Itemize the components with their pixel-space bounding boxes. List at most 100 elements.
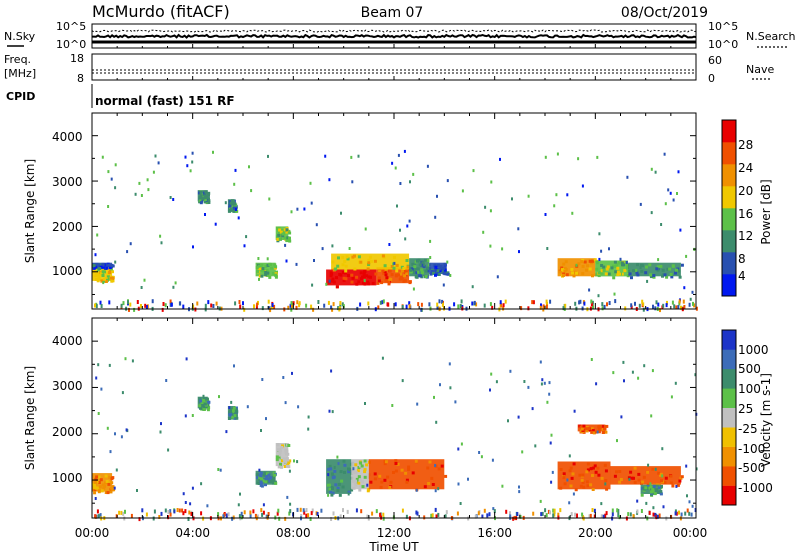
power-near-range: [382, 299, 385, 304]
velocity-near-range: [243, 510, 246, 515]
velocity-speckle: [400, 468, 404, 472]
velocity-speckle: [229, 409, 232, 413]
velocity-speckle: [104, 491, 108, 494]
velocity-speckle: [579, 484, 583, 488]
velocity-scatter: [509, 369, 512, 373]
power-speckle: [446, 272, 450, 276]
power-near-range: [267, 299, 270, 304]
power-speckle: [426, 266, 429, 270]
velocity-near-range: [222, 514, 225, 519]
power-cbar-tick-16: 16: [738, 207, 753, 221]
velocity-speckle: [584, 427, 588, 431]
velocity-speckle: [680, 475, 684, 479]
velocity-speckle: [678, 479, 682, 483]
velocity-near-range: [675, 511, 678, 516]
power-speckle: [636, 273, 640, 277]
velocity-speckle: [285, 457, 289, 461]
power-speckle: [655, 267, 659, 271]
power-speckle: [434, 268, 438, 271]
velocity-speckle: [644, 486, 648, 490]
velocity-speckle: [367, 475, 370, 479]
velocity-scatter: [604, 482, 607, 486]
power-speckle: [645, 265, 648, 269]
power-speckle: [632, 269, 636, 273]
power-speckle: [405, 259, 409, 262]
velocity-near-range: [260, 508, 263, 513]
velocity-cbar-tick-m500: -500: [738, 461, 765, 475]
power-speckle: [286, 236, 290, 240]
velocity-near-range: [278, 516, 281, 521]
power-near-range: [579, 299, 582, 304]
velocity-near-range: [690, 512, 693, 517]
power-speckle: [560, 266, 564, 270]
power-speckle: [378, 269, 382, 272]
power-speckle: [383, 270, 387, 273]
velocity-scatter: [336, 455, 339, 459]
velocity-near-range: [549, 510, 551, 515]
power-near-range: [339, 303, 342, 308]
power-speckle: [411, 262, 415, 266]
power-near-range: [657, 302, 660, 307]
velocity-scatter: [643, 364, 646, 368]
power-speckle: [605, 267, 609, 271]
power-speckle: [105, 266, 109, 270]
power-scatter: [577, 157, 580, 161]
velocity-near-range: [512, 516, 515, 521]
velocity-near-range: [547, 509, 550, 514]
velocity-near-range: [188, 510, 191, 515]
power-scatter: [408, 219, 411, 223]
velocity-speckle: [431, 483, 435, 486]
velocity-near-range: [164, 508, 167, 513]
velocity-speckle: [383, 478, 387, 482]
power-speckle: [268, 262, 272, 266]
power-speckle: [383, 264, 387, 268]
time-axis: 00:00 04:00 08:00 12:00 16:00 20:00 00:0…: [75, 526, 708, 554]
velocity-speckle: [411, 471, 415, 475]
velocity-near-range: [591, 508, 594, 512]
power-speckle: [94, 278, 98, 281]
velocity-speckle: [353, 481, 357, 485]
power-speckle: [374, 272, 378, 276]
velocity-near-range: [190, 512, 193, 516]
velocity-near-range: [316, 512, 319, 516]
velocity-speckle: [234, 406, 238, 410]
velocity-speckle: [269, 476, 273, 480]
freq-label-1: Freq.: [4, 53, 31, 66]
velocity-scatter: [391, 404, 394, 407]
power-near-range: [659, 308, 661, 313]
power-speckle: [228, 209, 232, 213]
power-near-range: [531, 300, 534, 305]
power-near-range: [108, 300, 111, 305]
velocity-scatter: [131, 359, 134, 363]
velocity-speckle: [336, 486, 340, 490]
power-scatter: [608, 247, 610, 251]
power-scatter: [138, 181, 141, 185]
velocity-speckle: [427, 482, 431, 485]
velocity-speckle: [356, 469, 360, 473]
velocity-speckle: [339, 470, 343, 474]
power-speckle: [387, 280, 391, 283]
velocity-scatter: [694, 373, 697, 377]
power-scatter: [268, 197, 271, 201]
velocity-scatter: [670, 395, 673, 399]
power-speckle: [207, 201, 211, 204]
velocity-cbar-tick-m25: -25: [738, 422, 758, 436]
velocity-speckle: [407, 465, 411, 469]
velocity-speckle: [604, 430, 608, 434]
velocity-speckle: [602, 425, 606, 429]
velocity-scatter: [674, 381, 677, 385]
power-speckle: [622, 263, 626, 267]
velocity-near-range: [552, 513, 555, 518]
velocity-speckle: [198, 397, 202, 401]
power-scatter: [518, 250, 520, 254]
power-near-range: [624, 306, 627, 311]
velocity-scatter: [202, 394, 205, 398]
noise-panel: N.Sky 10^5 10^0 10^5 10^0 N.Search: [4, 20, 796, 51]
velocity-speckle: [605, 424, 609, 428]
power-speckle: [361, 281, 365, 285]
velocity-speckle: [582, 485, 586, 489]
velocity-near-range: [299, 507, 302, 512]
velocity-scatter: [191, 486, 194, 490]
power-scatter: [363, 279, 366, 283]
velocity-speckle: [96, 486, 100, 490]
